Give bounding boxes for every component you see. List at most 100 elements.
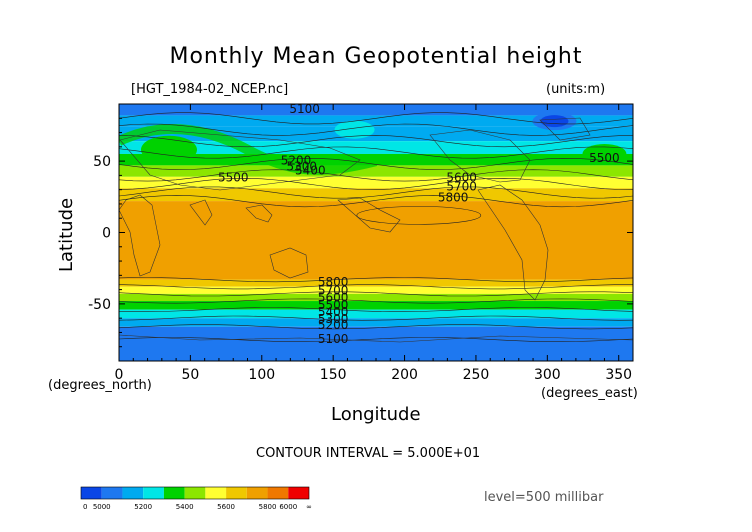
level-text: level=500 millibar [484, 490, 604, 505]
contour-line [119, 291, 633, 297]
colorbar-label: 6000 [279, 503, 297, 511]
height-band [119, 293, 633, 302]
colorbar-swatch [246, 487, 268, 499]
height-band [119, 201, 633, 280]
contour-line [119, 315, 633, 321]
contour-label: 5800 [318, 275, 349, 289]
contour-line [119, 112, 633, 125]
green-ridge [119, 123, 378, 175]
x-tick-label: 100 [248, 367, 275, 383]
colorbar-label: 5400 [176, 503, 194, 511]
contour-label: 5300 [318, 312, 349, 326]
colorbar-swatch [205, 487, 227, 499]
colorbar-label: 5000 [93, 503, 111, 511]
coastline [119, 334, 633, 343]
contour-label: 5300 [286, 159, 317, 173]
coastline [119, 194, 161, 277]
x-tick-label: 0 [115, 367, 124, 383]
contour-line [119, 169, 633, 182]
colorbar-label: 5200 [134, 503, 152, 511]
contour-line [119, 307, 633, 312]
contour-line [119, 298, 633, 304]
x-tick-label: 300 [534, 367, 561, 383]
height-band [119, 165, 633, 177]
y-unit-label: (degrees_north) [48, 378, 152, 393]
contour-line [119, 324, 633, 330]
coastline [119, 129, 361, 191]
contour-label: 5200 [281, 154, 312, 168]
colorbar-swatch [81, 487, 102, 499]
colorbar-frame [80, 486, 310, 500]
height-band [119, 104, 633, 116]
x-axis-title: Longitude [331, 404, 421, 425]
height-band [119, 318, 633, 327]
contour-line [119, 157, 633, 170]
y-tick-label: -50 [88, 297, 111, 313]
contour-interval-text: CONTOUR INTERVAL = 5.000E+01 [256, 446, 481, 461]
coastline [269, 247, 309, 279]
height-field [119, 104, 633, 361]
contour-line [119, 186, 633, 199]
contour-label: 5700 [318, 284, 349, 298]
coastline [189, 199, 213, 226]
contour-line [119, 195, 633, 208]
chart-title: Monthly Mean Geopotential height [169, 44, 583, 69]
colorbar-swatch [184, 487, 206, 499]
file-label: [HGT_1984-02_NCEP.nc] [131, 82, 289, 97]
colorbar-label: ∞ [306, 503, 312, 511]
cyan-blob [334, 120, 375, 139]
contour-label: 5500 [589, 151, 620, 165]
contour-label: 5700 [446, 179, 477, 193]
contour-label: 5100 [289, 102, 320, 116]
height-band [119, 115, 633, 127]
colorbar-swatch [288, 487, 309, 499]
contour-line [119, 277, 633, 283]
coastlines [119, 117, 633, 343]
contour-label: 5800 [438, 191, 469, 205]
x-tick-label: 150 [320, 367, 347, 383]
green-blob-east [582, 143, 627, 164]
y-tick-label: 50 [93, 154, 111, 170]
units-label: (units:m) [546, 82, 606, 97]
height-band [119, 188, 633, 202]
contour-label: 5200 [318, 318, 349, 332]
contour-line [119, 135, 633, 148]
contour-line [119, 146, 633, 159]
contour-line [119, 284, 633, 290]
coastline [337, 197, 401, 233]
colorbar-swatch [101, 487, 123, 499]
height-band [119, 309, 633, 319]
colorbar-swatch [267, 487, 289, 499]
x-tick-label: 50 [181, 367, 199, 383]
height-band [119, 176, 633, 189]
green-blob [140, 135, 197, 164]
height-band [119, 279, 633, 287]
height-band [119, 153, 633, 166]
contour-label: 5500 [218, 171, 249, 185]
coastline [477, 184, 549, 301]
x-tick-label: 200 [391, 367, 418, 383]
height-band [119, 301, 633, 310]
colorbar-swatch [143, 487, 164, 499]
contour-line [119, 123, 633, 136]
contour-line [119, 337, 633, 342]
height-band [119, 326, 633, 361]
contour-label: 5100 [318, 332, 349, 346]
low-center [540, 115, 569, 128]
contour-label: 5400 [318, 305, 349, 319]
coastline [429, 129, 531, 183]
contour-label: 5400 [295, 164, 326, 178]
y-axis-title: Latitude [56, 197, 77, 272]
contour-label: 5600 [318, 291, 349, 305]
coastline [245, 204, 273, 223]
x-tick-label: 350 [605, 367, 632, 383]
y-tick-label: 0 [102, 226, 111, 242]
colorbar-swatch [163, 487, 185, 499]
colorbar-label: 5800 [259, 503, 277, 511]
contour-label: 5500 [318, 298, 349, 312]
contour-line [119, 177, 633, 190]
contour-line [356, 206, 482, 225]
colorbar-swatch [122, 487, 144, 499]
colorbar-label: 0 [83, 503, 87, 511]
x-unit-label: (degrees_east) [541, 386, 638, 401]
